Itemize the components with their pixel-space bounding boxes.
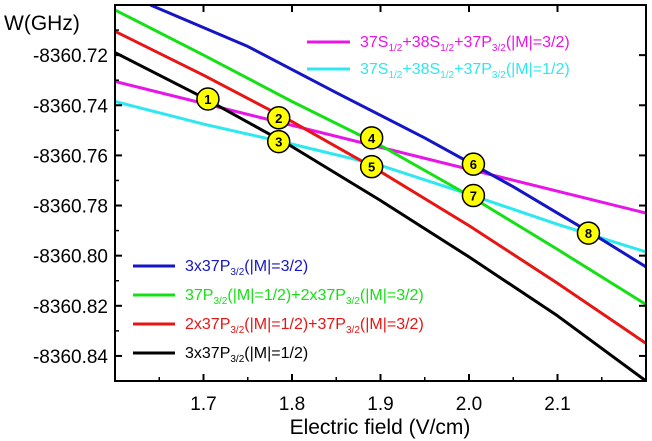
crossing-marker	[576, 221, 601, 245]
legend-label-part: 1/2	[440, 43, 454, 54]
legend-label-part: 3/2	[230, 325, 244, 336]
legend-label-part: 1/2	[388, 43, 402, 54]
x-tick-label: 1.8	[279, 394, 305, 415]
legend-label-part: (|M|=3/2)	[360, 316, 424, 333]
series-line-s3	[149, 5, 646, 269]
crossing-marker	[266, 106, 291, 130]
y-tick-label: -8360.78	[33, 197, 108, 218]
series-line-s1	[115, 80, 646, 215]
legend-label-s5: 2x37P3/2(|M|=1/2)+37P3/2(|M|=3/2)	[185, 316, 424, 336]
legend-label-part: 3/2	[230, 354, 244, 365]
legend-label-s4: 37P3/2(|M|=1/2)+2x37P3/2(|M|=3/2)	[185, 287, 424, 307]
crossing-marker	[461, 183, 486, 208]
legend-label-part: +37P	[454, 34, 492, 51]
crossing-marker-label: 5	[368, 160, 375, 175]
crossing-marker	[196, 87, 220, 111]
legend-label-s1: 37S1/2+38S1/2+37P3/2(|M|=3/2)	[360, 34, 570, 54]
crossing-marker-label: 6	[470, 157, 477, 172]
legend-label-s3: 3x37P3/2(|M|=3/2)	[185, 258, 308, 278]
legend-label-part: 37S	[360, 34, 388, 51]
legend-label-part: 1/2	[388, 70, 402, 81]
legend-label-part: (|M|=1/2)+2x37P	[227, 287, 346, 304]
legend-label-part: 3/2	[492, 70, 506, 81]
legend-label-part: 3/2	[492, 43, 506, 54]
crossing-marker	[359, 126, 384, 150]
y-axis-title: W(GHz)	[4, 12, 80, 35]
legend-label-part: 3x37P	[185, 258, 230, 275]
legend-label-part: 3/2	[230, 267, 244, 278]
x-tick-label: 2.1	[544, 394, 570, 415]
legend-label-part: +37P	[454, 61, 492, 78]
legend-label-part: 3/2	[346, 325, 360, 336]
crossing-marker-label: 1	[204, 92, 211, 107]
legend-label-part: (|M|=1/2)	[506, 61, 570, 78]
x-tick-label: 1.9	[367, 394, 393, 415]
x-tick-label: 1.7	[190, 394, 216, 415]
legend-label-part: 1/2	[440, 70, 454, 81]
legend-label-part: 37P	[185, 287, 213, 304]
legend-label-part: (|M|=1/2)	[244, 345, 308, 362]
bottom-legend: 3x37P3/2(|M|=3/2)37P3/2(|M|=1/2)+2x37P3/…	[133, 258, 424, 365]
legend-label-part: 2x37P	[185, 316, 230, 333]
legend-label-part: (|M|=3/2)	[360, 287, 424, 304]
legend-label-part: 3x37P	[185, 345, 230, 362]
crossing-marker	[266, 129, 291, 154]
legend-label-part: +38S	[402, 34, 440, 51]
legend-label-part: (|M|=3/2)	[244, 258, 308, 275]
crossing-marker	[461, 152, 486, 176]
x-axis-title: Electric field (V/cm)	[290, 416, 471, 439]
legend-label-s6: 3x37P3/2(|M|=1/2)	[185, 345, 308, 365]
series-line-s2	[115, 100, 646, 254]
legend-label-part: 37S	[360, 61, 388, 78]
crossing-marker-label: 4	[368, 131, 376, 146]
legend-label-part: (|M|=1/2)+37P	[244, 316, 346, 333]
top-legend: 37S1/2+38S1/2+37P3/2(|M|=3/2)37S1/2+38S1…	[307, 34, 570, 81]
crossing-marker-label: 2	[275, 111, 282, 126]
legend-label-part: +38S	[402, 61, 440, 78]
crossing-marker-label: 3	[275, 135, 282, 150]
y-tick-label: -8360.82	[33, 297, 108, 318]
y-tick-label: -8360.74	[33, 96, 108, 117]
y-tick-label: -8360.72	[33, 46, 108, 67]
legend-label-part: (|M|=3/2)	[506, 34, 570, 51]
y-tick-label: -8360.76	[33, 146, 108, 167]
crossing-marker-label: 8	[585, 226, 592, 241]
legend-label-part: 3/2	[213, 296, 227, 307]
crossing-marker	[359, 154, 384, 179]
y-tick-label: -8360.84	[33, 347, 108, 368]
legend-label-part: 3/2	[346, 296, 360, 307]
x-tick-label: 2.0	[456, 394, 482, 415]
y-tick-label: -8360.80	[33, 247, 108, 268]
legend-label-s2: 37S1/2+38S1/2+37P3/2(|M|=1/2)	[360, 61, 570, 81]
crossing-marker-label: 7	[470, 189, 477, 204]
